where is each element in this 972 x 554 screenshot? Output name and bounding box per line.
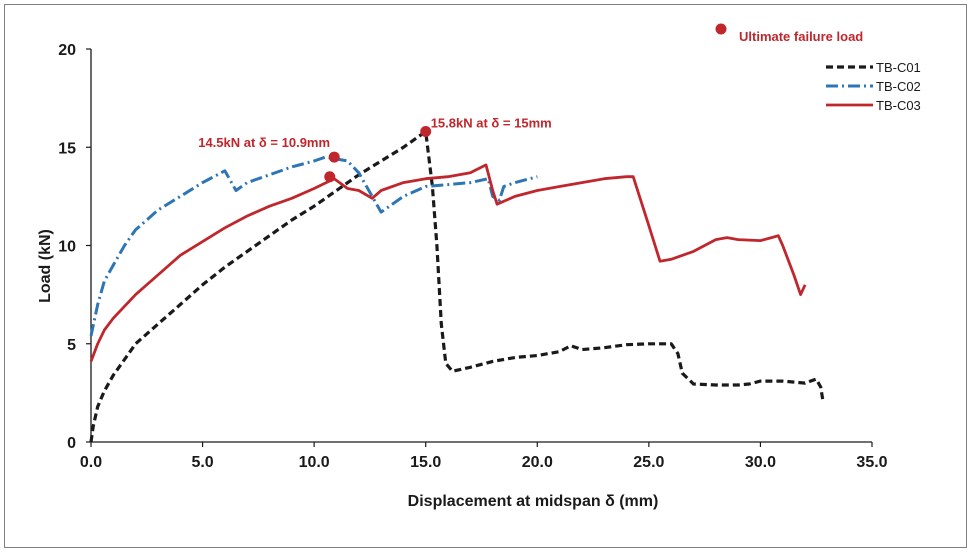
y-tick-label: 15 xyxy=(58,140,76,157)
series-line-tb-c02 xyxy=(89,155,538,337)
x-tick-label: 10.0 xyxy=(299,454,330,471)
x-tick-label: 5.0 xyxy=(191,454,213,471)
x-axis-label: Displacement at midspan δ (mm) xyxy=(408,493,659,510)
y-tick-label: 10 xyxy=(58,239,76,256)
x-tick-label: 15.0 xyxy=(410,454,441,471)
failure-marker xyxy=(420,126,432,138)
x-tick-label: 25.0 xyxy=(633,454,664,471)
series-layer xyxy=(89,129,825,443)
legend: Ultimate failure load TB-C01 TB-C02 TB-C03 xyxy=(715,23,921,113)
legend-marker-ultimate xyxy=(715,23,727,35)
legend-label-tb-c02: TB-C02 xyxy=(876,79,921,94)
annotation-label: 15.8kN at δ = 15mm xyxy=(431,116,552,131)
failure-marker xyxy=(324,171,336,183)
x-tick-label: 20.0 xyxy=(522,454,553,471)
annotation-layer: 14.5kN at δ = 10.9mm 15.8kN at δ = 15mm xyxy=(198,116,551,151)
x-tick-label: 35.0 xyxy=(856,454,887,471)
failure-marker xyxy=(328,151,340,163)
chart-frame xyxy=(4,4,967,548)
axes: 0 5 10 15 20 0.0 5.0 10.0 15.0 20.0 25.0 30.0 35.0 xyxy=(58,42,887,471)
marker-layer xyxy=(324,126,432,183)
series-line-tb-c01 xyxy=(89,129,825,443)
annotation-label: 14.5kN at δ = 10.9mm xyxy=(198,135,330,150)
legend-label-ultimate: Ultimate failure load xyxy=(739,29,863,44)
series-line-tb-c03 xyxy=(89,163,807,362)
y-tick-label: 0 xyxy=(67,435,76,452)
x-tick-label: 30.0 xyxy=(745,454,776,471)
legend-label-tb-c01: TB-C01 xyxy=(876,60,921,75)
y-tick-label: 20 xyxy=(58,42,76,59)
x-tick-label: 0.0 xyxy=(80,454,102,471)
legend-label-tb-c03: TB-C03 xyxy=(876,98,921,113)
y-axis-label: Load (kN) xyxy=(37,229,54,303)
y-tick-label: 5 xyxy=(67,337,76,354)
